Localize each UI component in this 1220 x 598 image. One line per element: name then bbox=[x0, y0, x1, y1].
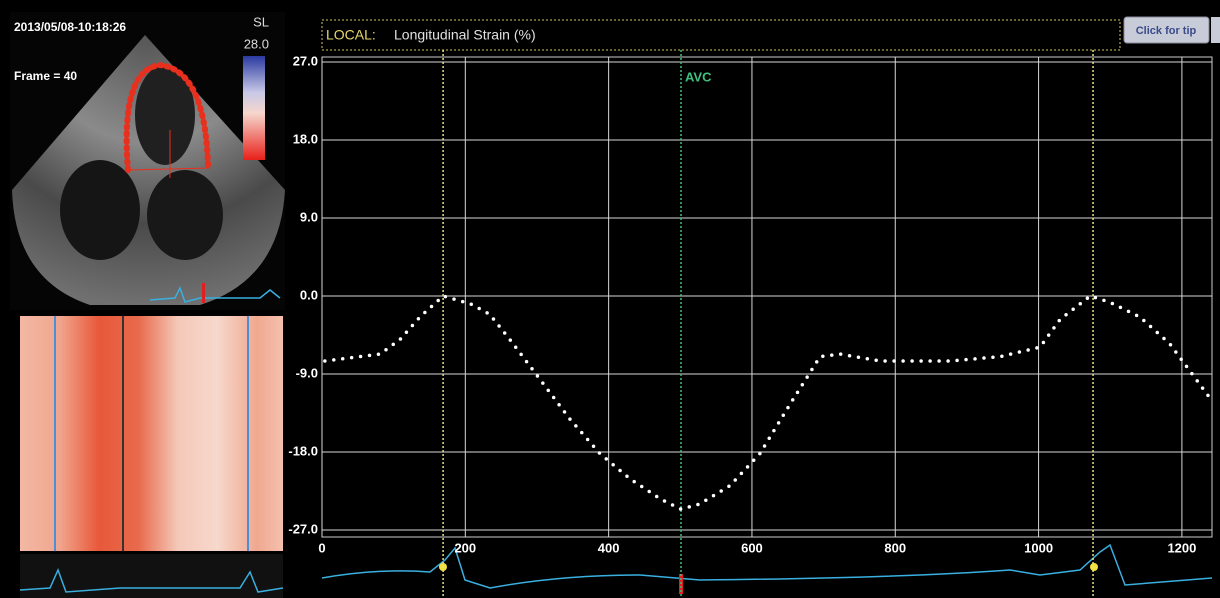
x-tick-label: 800 bbox=[884, 540, 906, 555]
strain-map bbox=[20, 316, 283, 551]
echo-chamber bbox=[60, 160, 140, 260]
x-tick-label: 400 bbox=[598, 540, 620, 555]
tip-button-label[interactable]: Click for tip bbox=[1136, 25, 1197, 37]
x-tick-label: 200 bbox=[454, 540, 476, 555]
x-tick-label: 1000 bbox=[1024, 540, 1053, 555]
title-tag: LOCAL: bbox=[326, 27, 376, 43]
y-tick-label: -18.0 bbox=[288, 443, 318, 458]
y-tick-label: 27.0 bbox=[293, 53, 318, 68]
scale-label: SL bbox=[253, 14, 269, 29]
echo-chamber bbox=[147, 170, 223, 260]
timestamp: 2013/05/08-10:18:26 bbox=[14, 20, 126, 34]
scale-max: 28.0 bbox=[244, 36, 269, 51]
x-tick-label: 0 bbox=[318, 540, 325, 555]
ecg-marker bbox=[1090, 563, 1098, 571]
y-tick-label: 9.0 bbox=[300, 209, 318, 224]
chart-title: Longitudinal Strain (%) bbox=[394, 27, 536, 43]
x-tick-label: 1200 bbox=[1167, 540, 1196, 555]
frame-cursor bbox=[202, 283, 205, 303]
color-bar bbox=[243, 56, 265, 160]
screen: 2013/05/08-10:18:26 Frame = 40 SL 28.0 L… bbox=[0, 0, 1220, 598]
y-tick-label: 18.0 bbox=[293, 131, 318, 146]
y-tick-label: 0.0 bbox=[300, 287, 318, 302]
x-tick-label: 600 bbox=[741, 540, 763, 555]
next-button[interactable] bbox=[1211, 17, 1220, 43]
y-tick-label: -9.0 bbox=[296, 365, 318, 380]
frame-label: Frame = 40 bbox=[14, 69, 77, 83]
event-label: AVC bbox=[685, 69, 712, 84]
y-tick-label: -27.0 bbox=[288, 521, 318, 536]
tip-button[interactable]: Click for tip bbox=[1124, 17, 1209, 43]
